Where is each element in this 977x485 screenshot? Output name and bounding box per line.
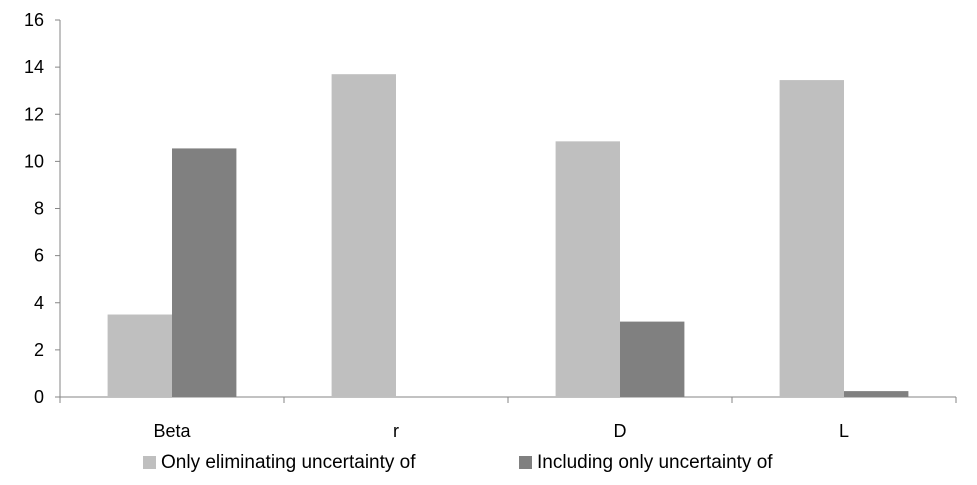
x-tick-label: r <box>393 421 399 441</box>
y-tick-label: 10 <box>24 151 44 171</box>
bar-only-eliminating-r <box>331 74 396 397</box>
legend-label: Only eliminating uncertainty of <box>161 452 416 473</box>
bar-only-eliminating-l <box>779 80 844 397</box>
y-axis: 0 2 4 6 8 10 12 14 16 <box>24 10 61 407</box>
bars <box>107 74 909 397</box>
legend-swatch <box>519 456 532 469</box>
y-tick-label: 2 <box>34 340 44 360</box>
bar-including-only-l <box>844 391 909 397</box>
x-tick-label: D <box>614 421 627 441</box>
bar-only-eliminating-d <box>555 141 620 397</box>
bar-including-only-d <box>620 321 685 397</box>
legend: Only eliminating uncertainty of Including… <box>143 452 773 473</box>
y-tick-label: 0 <box>34 387 44 407</box>
legend-label: Including only uncertainty of <box>537 452 773 473</box>
x-tick-label: Beta <box>153 421 191 441</box>
bar-including-only-beta <box>172 148 237 397</box>
x-tick-label: L <box>839 421 849 441</box>
x-axis: Beta r D L <box>59 396 957 441</box>
legend-swatch <box>143 456 156 469</box>
bar-only-eliminating-beta <box>107 314 172 397</box>
y-tick-label: 6 <box>34 246 44 266</box>
y-tick-label: 14 <box>24 57 44 77</box>
y-tick-label: 12 <box>24 104 44 124</box>
y-tick-label: 16 <box>24 10 44 30</box>
y-tick-label: 8 <box>34 199 44 219</box>
y-tick-label: 4 <box>34 293 44 313</box>
